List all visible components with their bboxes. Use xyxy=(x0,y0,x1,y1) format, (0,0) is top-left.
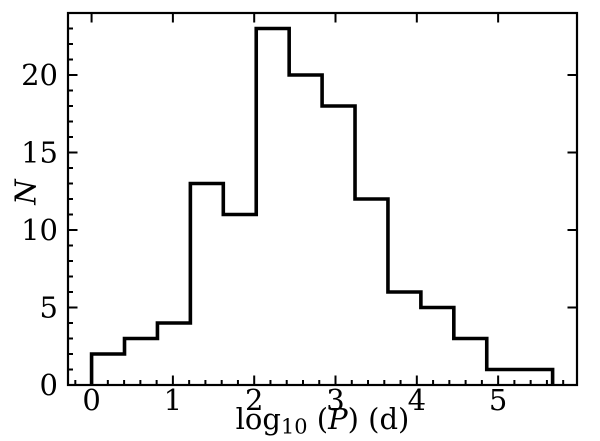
y-axis-tick-label: 5 xyxy=(40,291,58,325)
x-axis-label-log: log xyxy=(235,402,281,436)
y-axis-label-variable: N xyxy=(8,179,43,205)
x-axis-tick-label: 2 xyxy=(245,383,263,417)
y-axis-tick-label: 15 xyxy=(21,136,58,170)
x-axis-label-subscript: 10 xyxy=(280,414,308,439)
x-axis-tick-label: 3 xyxy=(326,383,344,417)
y-axis-tick-label: 0 xyxy=(40,368,58,402)
x-axis-label-units: ) (d) xyxy=(347,402,410,436)
axes-spines xyxy=(66,11,579,387)
y-axis-label: N xyxy=(8,179,43,205)
x-axis-tick-label: 1 xyxy=(164,383,182,417)
y-axis-tick-label: 10 xyxy=(21,213,58,247)
x-axis-label: log10 (P) (d) xyxy=(68,402,577,439)
histogram-outline xyxy=(89,26,555,385)
x-axis-tick-label: 5 xyxy=(489,383,507,417)
x-axis-label-paren-open: ( xyxy=(307,402,329,436)
x-axis-tick-label: 4 xyxy=(408,383,426,417)
x-axis-tick-label: 0 xyxy=(82,383,100,417)
y-axis-tick-label: 20 xyxy=(21,58,58,92)
x-axis-label-variable: P xyxy=(328,402,348,436)
